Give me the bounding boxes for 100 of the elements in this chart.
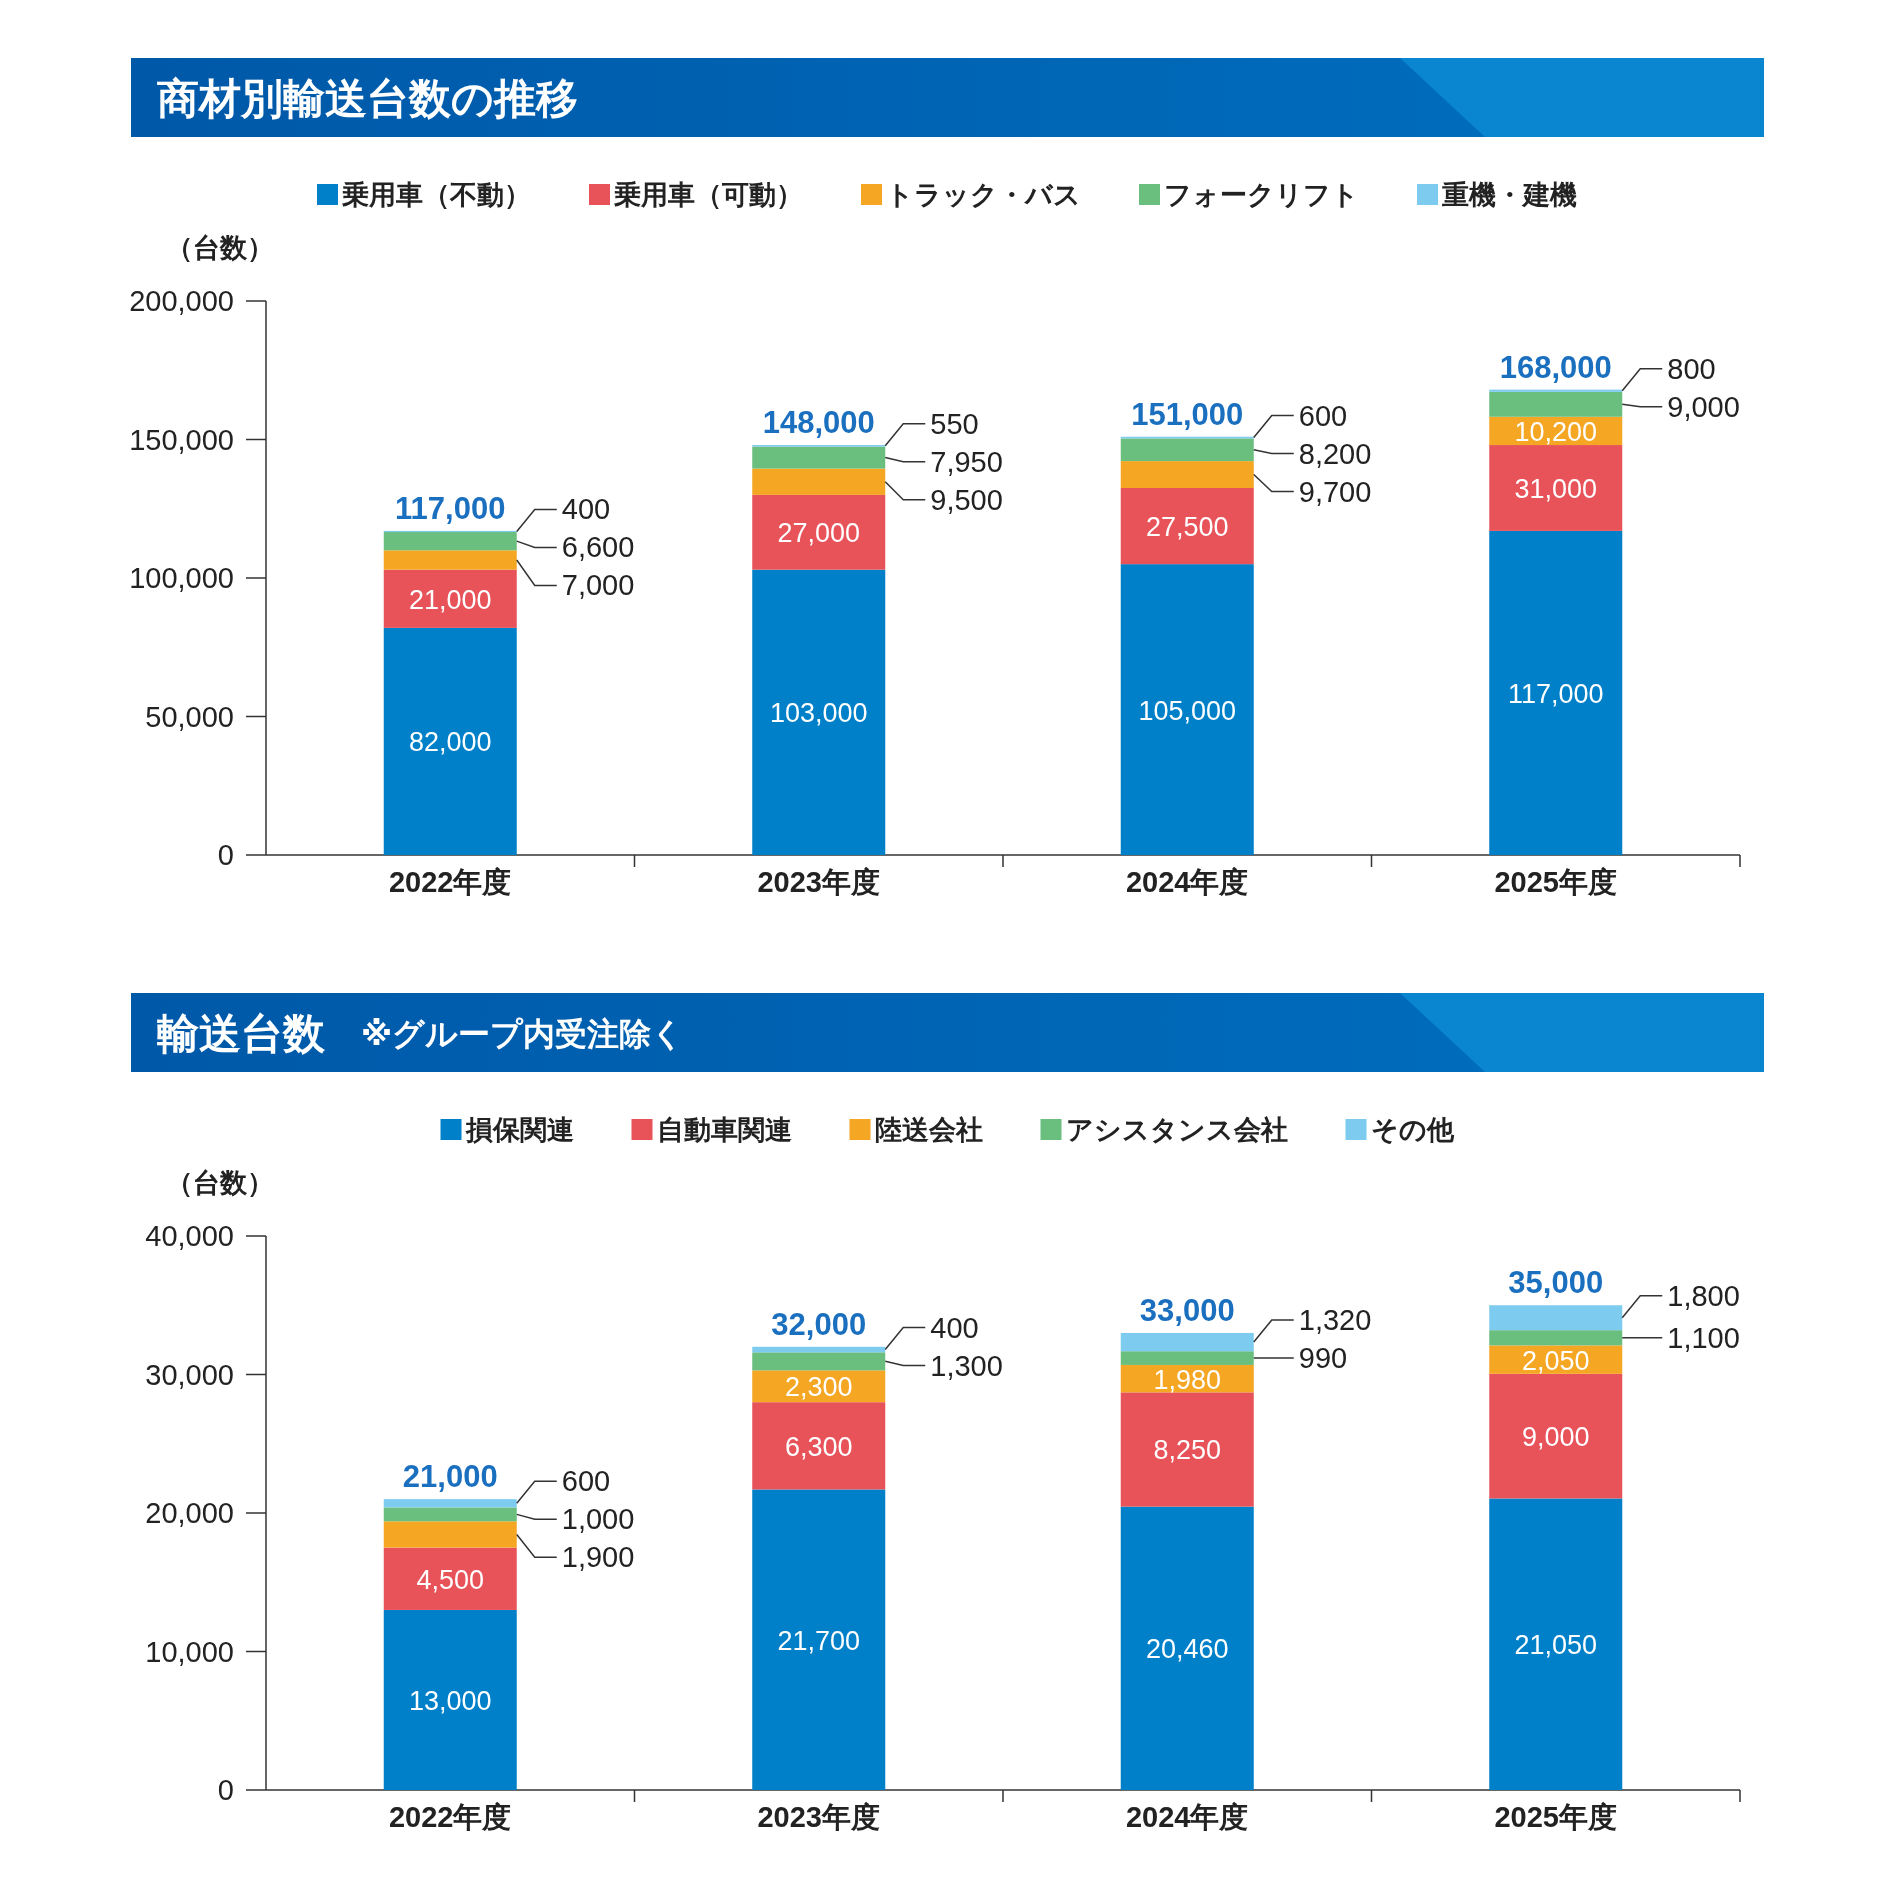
x-tick-label: 2023年度 <box>757 866 881 898</box>
data-label: 4,500 <box>416 1564 485 1595</box>
bar <box>383 532 517 551</box>
data-label: 990 <box>1298 1342 1348 1375</box>
data-label: 1,800 <box>1667 1279 1740 1312</box>
chart-title: 商材別輸送台数の推移 <box>157 75 578 122</box>
bar <box>752 1346 886 1353</box>
bar <box>752 1352 886 1371</box>
data-label: 1,320 <box>1298 1304 1372 1337</box>
bar <box>1489 1305 1623 1331</box>
x-tick-label: 2025年度 <box>1494 866 1618 898</box>
data-label: 103,000 <box>769 698 868 729</box>
x-tick-label: 2022年度 <box>388 1801 512 1833</box>
y-tick-label: 0 <box>217 839 234 871</box>
bar <box>383 627 517 855</box>
legend-label: トラック・バス <box>886 180 1081 210</box>
legend-label: 自動車関連 <box>656 1115 792 1145</box>
bar <box>1120 564 1254 855</box>
bar <box>1120 1351 1254 1365</box>
y-tick-label: 10,000 <box>145 1635 234 1668</box>
data-label: 117,000 <box>1507 678 1604 709</box>
y-tick-label: 150,000 <box>129 423 234 456</box>
x-tick-label: 2024年度 <box>1125 1801 1249 1833</box>
bar <box>1120 487 1254 565</box>
y-tick-label: 20,000 <box>145 1497 234 1529</box>
x-tick-label: 2023年度 <box>757 1801 881 1833</box>
data-label: 600 <box>561 1465 611 1498</box>
bar <box>1489 1498 1623 1790</box>
bar <box>383 1521 517 1548</box>
legend-label: フォークリフト <box>1164 180 1359 210</box>
bar <box>383 550 517 570</box>
data-label: 9,700 <box>1298 475 1372 508</box>
data-label: 600 <box>1298 399 1348 432</box>
bar <box>1489 445 1623 531</box>
bar <box>383 1507 517 1522</box>
legend-label: 乗用車（可動） <box>614 180 803 210</box>
data-label: 800 <box>1667 352 1716 385</box>
bar <box>1489 389 1623 392</box>
x-tick-label: 2025年度 <box>1494 1801 1618 1833</box>
data-label: 105,000 <box>1138 695 1237 726</box>
data-label: 400 <box>561 493 611 526</box>
bar <box>752 1402 886 1490</box>
bar <box>1489 1373 1623 1499</box>
data-label: 400 <box>930 1311 979 1344</box>
data-label: 13,000 <box>408 1685 492 1716</box>
y-tick-label: 40,000 <box>145 1220 234 1252</box>
data-label: 10,200 <box>1514 416 1598 447</box>
y-tick-label: 50,000 <box>145 700 234 733</box>
data-label: 21,050 <box>1514 1630 1598 1661</box>
bar <box>752 468 886 495</box>
bar <box>752 494 886 570</box>
data-label: 550 <box>930 407 979 440</box>
data-label: 9,500 <box>930 483 1003 516</box>
bar <box>1120 1506 1254 1790</box>
total-label: 168,000 <box>1499 349 1612 385</box>
data-label: 27,500 <box>1145 512 1229 543</box>
data-label: 1,100 <box>1667 1321 1740 1354</box>
y-tick-label: 0 <box>217 1774 234 1806</box>
total-label: 33,000 <box>1139 1292 1235 1328</box>
y-axis-title: （台数） <box>166 233 274 263</box>
data-label: 27,000 <box>777 518 861 549</box>
bar <box>1120 438 1254 462</box>
legend-label: 陸送会社 <box>874 1115 983 1145</box>
data-label: 9,000 <box>1521 1422 1590 1453</box>
legend-label: その他 <box>1370 1115 1455 1145</box>
data-label: 21,000 <box>408 584 492 615</box>
y-tick-label: 100,000 <box>129 562 234 594</box>
bar <box>1120 1392 1254 1507</box>
x-tick-label: 2024年度 <box>1125 866 1249 898</box>
total-label: 32,000 <box>771 1306 867 1342</box>
y-axis-title: （台数） <box>166 1168 274 1198</box>
bar <box>383 1609 517 1790</box>
bar <box>383 1547 517 1610</box>
data-label: 2,300 <box>784 1372 853 1403</box>
data-label: 31,000 <box>1514 473 1598 504</box>
bar <box>383 1499 517 1508</box>
total-label: 151,000 <box>1131 396 1244 432</box>
chart-title: 輸送台数 <box>157 1010 326 1057</box>
data-label: 82,000 <box>408 727 492 758</box>
total-label: 148,000 <box>762 405 875 441</box>
data-label: 8,250 <box>1153 1435 1222 1466</box>
total-label: 35,000 <box>1508 1265 1604 1301</box>
bar <box>1489 530 1623 855</box>
bar <box>383 569 517 628</box>
data-label: 20,460 <box>1145 1634 1229 1665</box>
data-label: 2,050 <box>1521 1345 1590 1376</box>
bar <box>1120 461 1254 488</box>
data-label: 7,950 <box>930 445 1003 478</box>
total-label: 117,000 <box>395 490 506 526</box>
data-label: 1,300 <box>930 1349 1003 1382</box>
bar <box>752 1489 886 1790</box>
legend-label: 損保関連 <box>464 1115 574 1145</box>
y-tick-label: 200,000 <box>129 285 234 317</box>
legend-label: 乗用車（不動） <box>342 180 531 210</box>
data-label: 6,300 <box>784 1431 853 1462</box>
bar <box>752 569 886 855</box>
data-label: 1,900 <box>561 1541 635 1574</box>
bar <box>752 446 886 469</box>
legend-label: 重機・建機 <box>1441 180 1577 210</box>
data-label: 7,000 <box>561 569 635 602</box>
